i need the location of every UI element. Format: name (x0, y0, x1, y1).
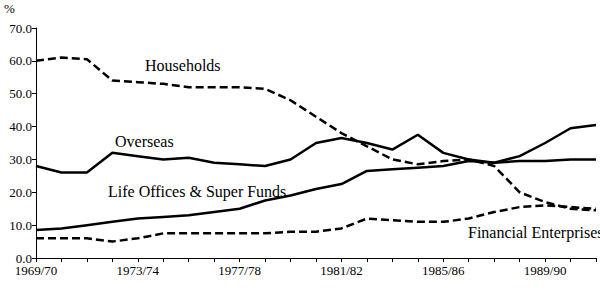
svg-text:30.0: 30.0 (9, 152, 32, 167)
svg-text:1977/78: 1977/78 (218, 263, 261, 278)
svg-text:Life Offices & Super Funds: Life Offices & Super Funds (108, 183, 286, 201)
svg-text:1989/90: 1989/90 (524, 263, 567, 278)
svg-text:20.0: 20.0 (9, 185, 32, 200)
svg-text:50.0: 50.0 (9, 86, 32, 101)
svg-text:Financial Enterprises: Financial Enterprises (468, 224, 600, 242)
svg-text:1973/74: 1973/74 (117, 263, 160, 278)
svg-text:1981/82: 1981/82 (320, 263, 363, 278)
svg-text:0.0: 0.0 (15, 250, 32, 266)
svg-text:10.0: 10.0 (9, 218, 32, 233)
svg-text:1969/70: 1969/70 (15, 263, 58, 278)
svg-text:Households: Households (145, 57, 221, 74)
svg-text:40.0: 40.0 (9, 119, 32, 134)
svg-text:60.0: 60.0 (9, 53, 32, 68)
svg-text:%: % (4, 1, 15, 16)
svg-text:70.0: 70.0 (9, 21, 32, 36)
svg-text:Overseas: Overseas (115, 133, 174, 150)
svg-text:1985/86: 1985/86 (422, 263, 465, 278)
